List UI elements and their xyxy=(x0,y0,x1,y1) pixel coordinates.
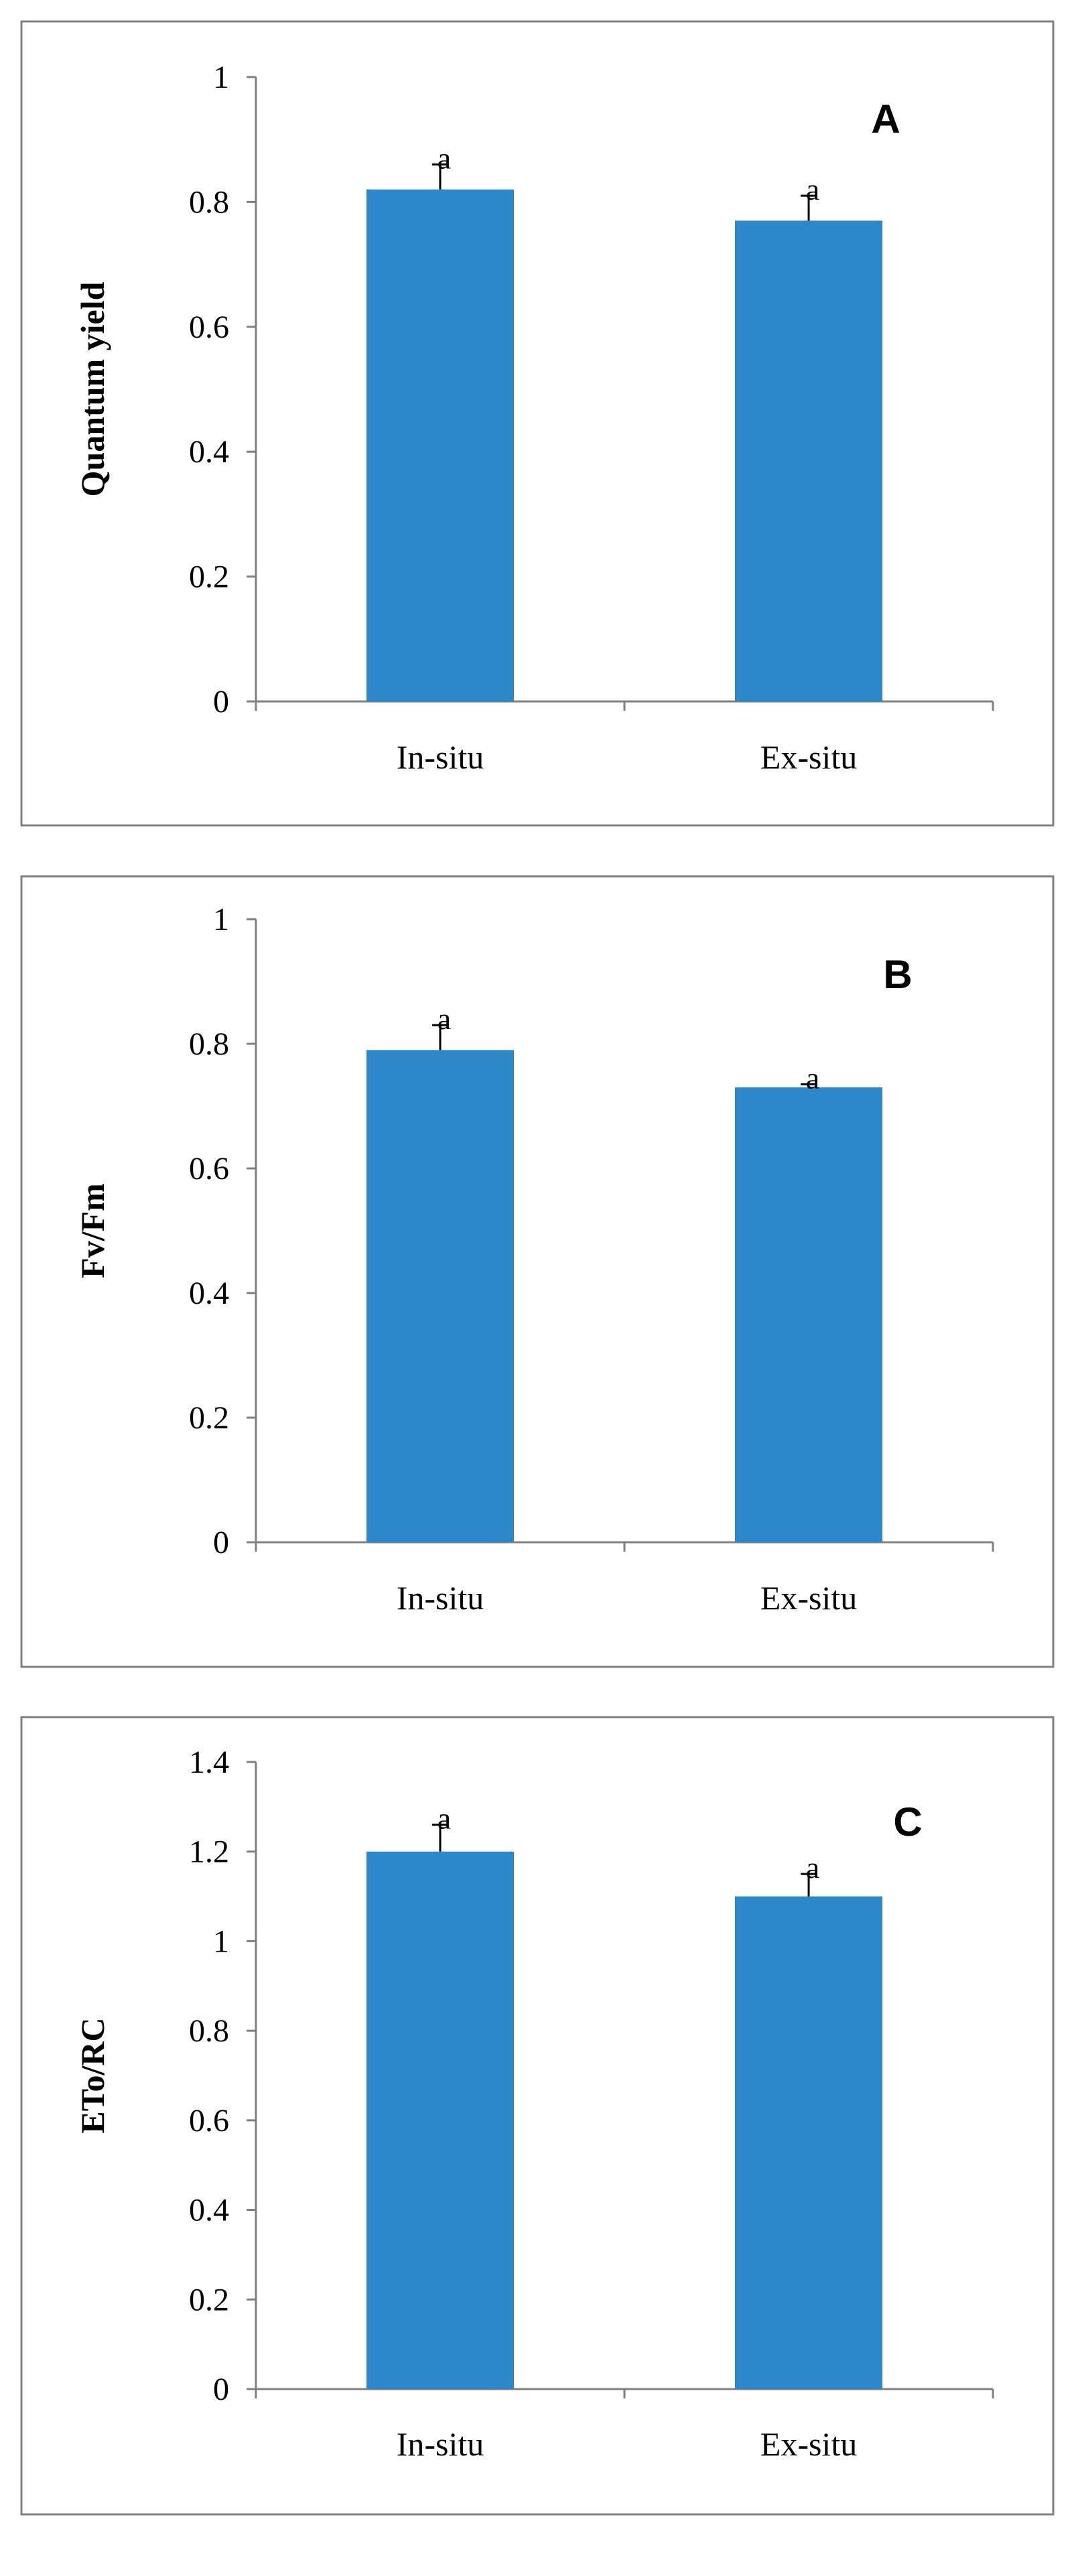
panel-b-category-label: Ex-situ xyxy=(760,1579,857,1617)
panel-a-category-label: Ex-situ xyxy=(760,738,857,776)
panel-a-label: A xyxy=(871,96,900,141)
panel-a-category-label: In-situ xyxy=(397,738,484,776)
panel-c-y-tick-label: 1.2 xyxy=(189,1834,229,1870)
panel-b-y-tick-label: 0.4 xyxy=(189,1276,229,1311)
panel-c-y-tick-label: 1.4 xyxy=(189,1745,229,1780)
panel-c-y-axis-label: ETo/RC xyxy=(74,2017,111,2133)
panel-c-significance-letter: a xyxy=(806,1850,819,1885)
panel-b-y-tick-label: 1 xyxy=(213,902,229,937)
panel-c-category-label: Ex-situ xyxy=(760,2425,857,2463)
panel-c-y-tick-label: 0.6 xyxy=(189,2103,229,2139)
panel-a-y-tick-label: 0.8 xyxy=(189,184,229,220)
panel-b-y-tick-label: 0.2 xyxy=(189,1400,229,1436)
panel-c-bar-ex-situ xyxy=(735,1896,882,2389)
panel-a-y-tick-label: 0.2 xyxy=(189,559,229,595)
panel-c-label: C xyxy=(893,1800,922,1844)
panel-a-y-tick-label: 0.6 xyxy=(189,310,229,345)
panel-a-significance-letter: a xyxy=(806,172,819,206)
panel-b-y-tick-label: 0 xyxy=(213,1525,229,1560)
panel-a-y-tick-label: 1 xyxy=(213,60,229,95)
panel-b-significance-letter: a xyxy=(806,1061,819,1095)
panel-b-significance-letter: a xyxy=(438,1002,451,1036)
panel-a-bar-in-situ xyxy=(366,189,514,701)
panel-a-y-axis-label: Quantum yield xyxy=(74,281,111,496)
panel-c-y-tick-label: 0 xyxy=(213,2372,229,2407)
panel-b-y-tick-label: 0.6 xyxy=(189,1151,229,1187)
panel-c-category-label: In-situ xyxy=(397,2425,484,2463)
panel-b-category-label: In-situ xyxy=(397,1579,484,1617)
panel-a-y-tick-label: 0.4 xyxy=(189,434,229,470)
panel-a-y-tick-label: 0 xyxy=(213,684,229,720)
panel-b-y-axis-label: Fv/Fm xyxy=(74,1183,111,1278)
panel-a-bar-ex-situ xyxy=(735,220,882,701)
panel-c-y-tick-label: 0.8 xyxy=(189,2013,229,2049)
panel-c-y-tick-label: 1 xyxy=(213,1923,229,1959)
panel-a-frame xyxy=(20,20,1055,827)
panel-b-label: B xyxy=(883,952,912,997)
panel-c-y-tick-label: 0.4 xyxy=(189,2193,229,2228)
panel-c-y-tick-label: 0.2 xyxy=(189,2282,229,2317)
panel-b-bar-ex-situ xyxy=(735,1087,882,1542)
panel-a-significance-letter: a xyxy=(438,141,451,175)
panel-b-y-tick-label: 0.8 xyxy=(189,1026,229,1062)
panel-c-bar-in-situ xyxy=(366,1851,514,2389)
panel-c-significance-letter: a xyxy=(438,1802,451,1836)
panel-b-bar-in-situ xyxy=(366,1050,514,1542)
